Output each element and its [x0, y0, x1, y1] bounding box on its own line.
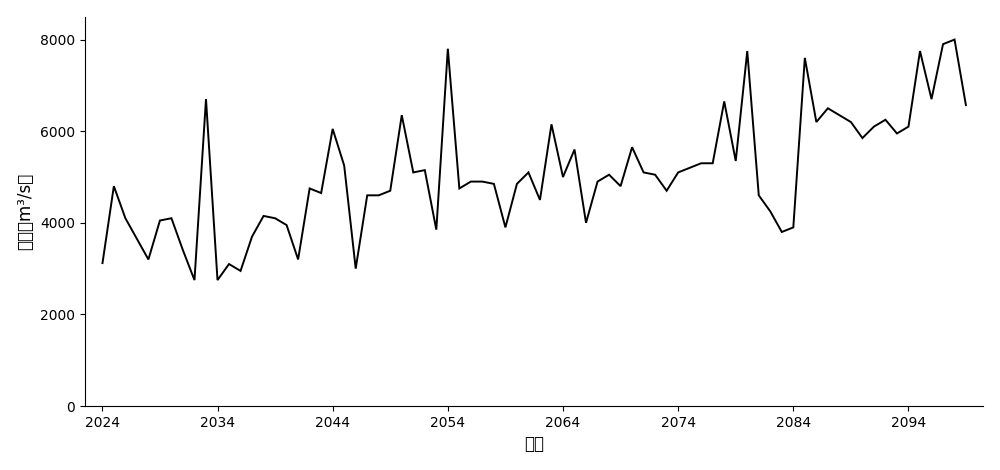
Y-axis label: 流量（m³/s）: 流量（m³/s） — [17, 173, 35, 250]
X-axis label: 时间: 时间 — [524, 435, 544, 454]
